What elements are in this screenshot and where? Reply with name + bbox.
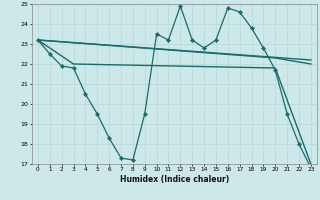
X-axis label: Humidex (Indice chaleur): Humidex (Indice chaleur) (120, 175, 229, 184)
